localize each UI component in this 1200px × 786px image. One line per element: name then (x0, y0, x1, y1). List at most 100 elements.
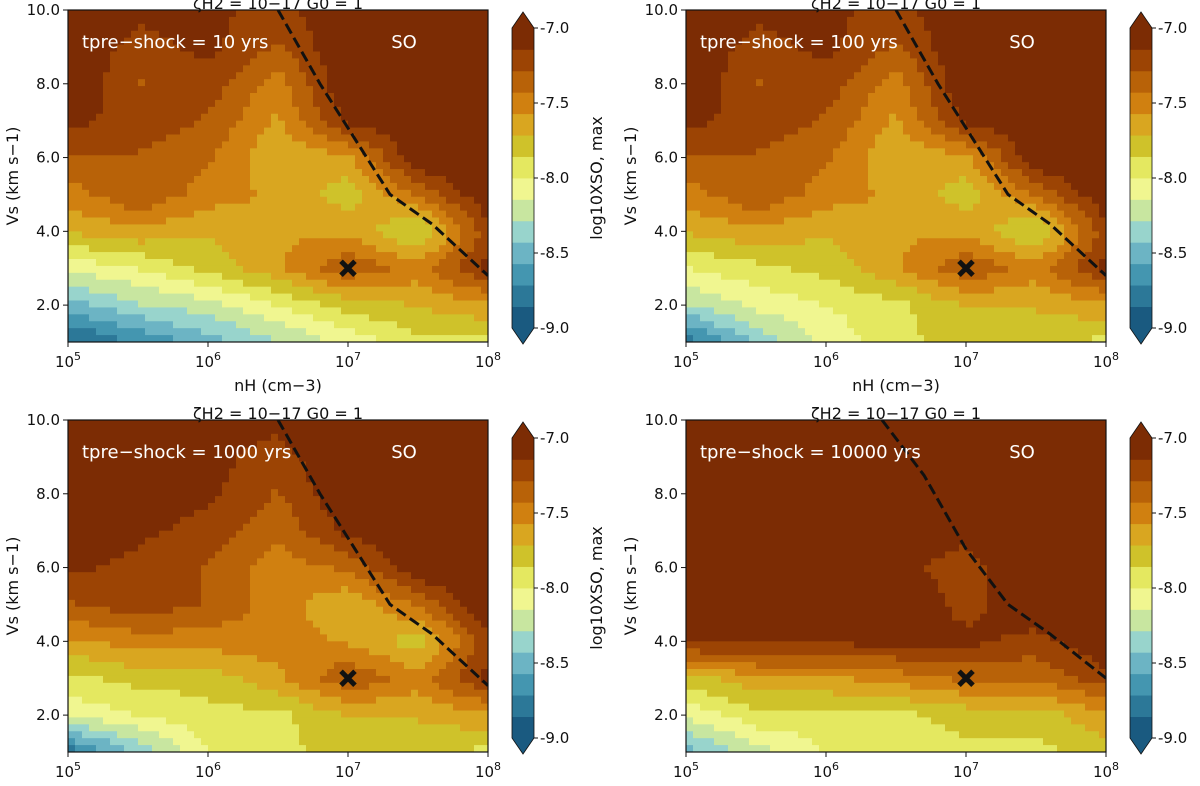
contour-cell (278, 265, 286, 274)
contour-cell (75, 321, 83, 329)
contour-cell (966, 307, 974, 315)
contour-cell (390, 93, 398, 101)
contour-cell (271, 99, 279, 108)
contour-cell (369, 113, 377, 122)
contour-cell (938, 231, 946, 239)
contour-cell (390, 106, 398, 115)
contour-cell (474, 10, 482, 18)
contour-cell (833, 300, 841, 309)
contour-cell (362, 252, 370, 260)
contour-cell (201, 182, 209, 191)
contour-cell (110, 16, 118, 25)
contour-cell (910, 79, 918, 87)
contour-cell (707, 238, 715, 246)
contour-cell (693, 210, 701, 219)
contour-cell (229, 321, 237, 329)
contour-cell (721, 217, 729, 226)
contour-cell (411, 141, 419, 149)
contour-cell (889, 265, 897, 274)
contour-cell (966, 134, 974, 143)
contour-cell (903, 189, 911, 198)
contour-cell (103, 134, 111, 143)
contour-cell (411, 155, 419, 163)
contour-cell (749, 51, 757, 60)
contour-cell (707, 182, 715, 191)
contour-cell (376, 307, 384, 315)
contour-cell (721, 286, 729, 295)
contour-cell (432, 286, 440, 295)
contour-cell (362, 72, 370, 80)
contour-cell (931, 169, 939, 177)
contour-cell (861, 300, 869, 309)
contour-cell (201, 86, 209, 94)
contour-cell (215, 245, 223, 253)
contour-cell (693, 169, 701, 177)
contour-cell (833, 245, 841, 253)
contour-cell (474, 259, 482, 267)
contour-cell (840, 120, 848, 129)
contour-cell (320, 252, 328, 260)
contour-cell (777, 252, 785, 260)
contour-cell (341, 203, 349, 212)
contour-cell (362, 148, 370, 156)
contour-cell (82, 238, 90, 246)
contour-cell (889, 106, 897, 115)
contour-cell (686, 328, 694, 336)
contour-cell (819, 106, 827, 115)
contour-cell (686, 238, 694, 246)
contour-cell (299, 314, 307, 322)
contour-cell (299, 335, 307, 342)
contour-cell (735, 231, 743, 239)
contour-cell (397, 106, 405, 115)
contour-cell (103, 51, 111, 60)
contour-cell (432, 265, 440, 274)
contour-cell (201, 245, 209, 253)
contour-cell (166, 196, 174, 205)
contour-cell (404, 217, 412, 226)
contour-cell (791, 134, 799, 143)
contour-cell (159, 259, 167, 267)
contour-cell (791, 217, 799, 226)
contour-cell (166, 307, 174, 315)
contour-cell (714, 141, 722, 149)
contour-cell (131, 238, 139, 246)
contour-cell (376, 127, 384, 136)
contour-cell (707, 245, 715, 253)
contour-cell (882, 65, 890, 73)
contour-cell (868, 321, 876, 329)
contour-cell (292, 217, 300, 226)
contour-cell (770, 86, 778, 94)
contour-cell (166, 176, 174, 184)
contour-cell (959, 252, 967, 260)
contour-cell (117, 286, 125, 295)
contour-cell (110, 203, 118, 212)
contour-cell (383, 335, 391, 342)
contour-cell (145, 113, 153, 122)
contour-cell (714, 272, 722, 281)
contour-cell (882, 217, 890, 226)
contour-cell (966, 162, 974, 170)
contour-cell (819, 10, 827, 18)
contour-cell (103, 44, 111, 53)
contour-cell (980, 300, 988, 309)
contour-cell (700, 217, 708, 226)
contour-cell (194, 314, 202, 322)
contour-cell (180, 58, 188, 66)
contour-cell (826, 279, 834, 288)
contour-cell (896, 79, 904, 87)
contour-cell (460, 293, 468, 302)
contour-cell (875, 120, 883, 129)
contour-cell (467, 245, 475, 253)
contour-cell (145, 224, 153, 232)
contour-cell (278, 23, 286, 32)
contour-cell (453, 307, 461, 315)
contour-cell (770, 259, 778, 267)
contour-cell (714, 176, 722, 184)
contour-cell (299, 265, 307, 274)
contour-cell (917, 127, 925, 136)
contour-cell (124, 307, 132, 315)
contour-cell (460, 203, 468, 212)
contour-cell (138, 23, 146, 32)
contour-cell (770, 279, 778, 288)
contour-cell (257, 16, 265, 25)
